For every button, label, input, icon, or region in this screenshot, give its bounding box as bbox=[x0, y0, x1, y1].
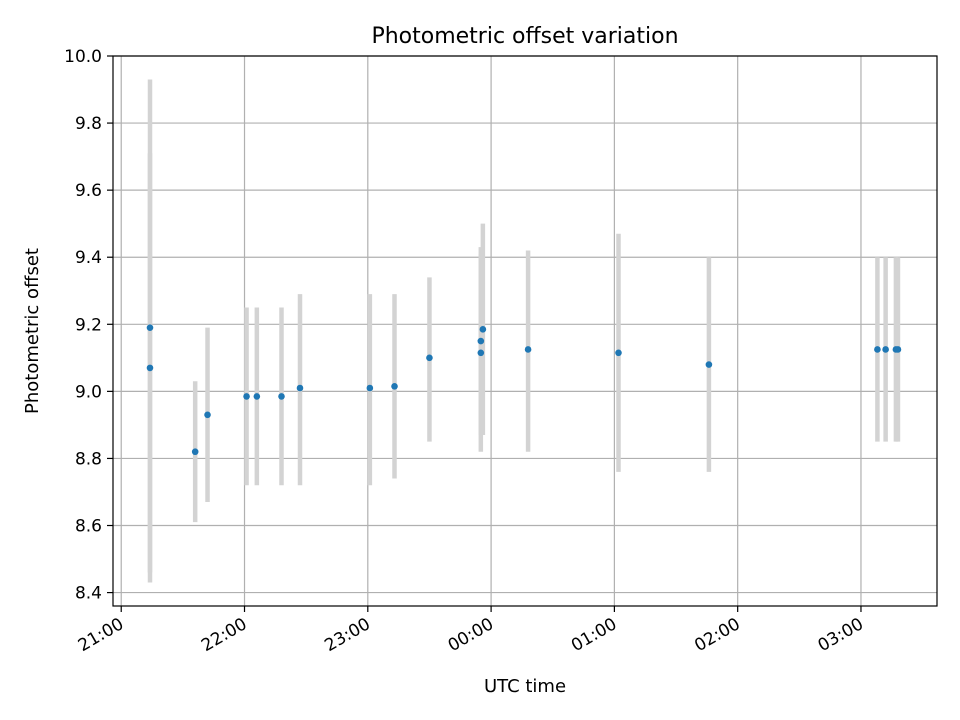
grid bbox=[113, 55, 937, 606]
data-point bbox=[477, 337, 485, 345]
y-tick-label: 8.4 bbox=[75, 584, 102, 604]
plot-area bbox=[113, 56, 937, 606]
data-point bbox=[253, 393, 261, 400]
data-point bbox=[524, 346, 532, 353]
data-point bbox=[477, 349, 485, 357]
data-point bbox=[426, 354, 433, 362]
data-point bbox=[366, 384, 374, 392]
y-tick-label: 10.0 bbox=[64, 47, 102, 67]
x-axis-label: UTC time bbox=[484, 676, 566, 697]
chart-title: Photometric offset variation bbox=[371, 24, 678, 49]
data-points bbox=[146, 324, 902, 456]
data-point bbox=[479, 326, 487, 333]
data-point bbox=[615, 349, 622, 357]
plot-frame bbox=[112, 55, 938, 607]
y-tick-label: 9.2 bbox=[75, 315, 102, 335]
y-axis-ticks: 8.4 8.6 8.8 9.0 9.2 9.4 9.6 9.8 10.0 bbox=[64, 47, 113, 604]
data-point bbox=[894, 346, 902, 353]
data-point bbox=[204, 411, 211, 419]
y-tick-label: 8.8 bbox=[75, 449, 102, 469]
y-tick-label: 9.0 bbox=[75, 382, 102, 402]
data-point bbox=[191, 448, 199, 456]
data-point bbox=[146, 324, 154, 331]
data-point bbox=[296, 384, 304, 392]
y-tick-label: 9.8 bbox=[75, 114, 102, 134]
data-point bbox=[705, 361, 713, 368]
data-point bbox=[874, 346, 881, 353]
y-axis-label: Photometric offset bbox=[22, 248, 43, 414]
data-point bbox=[278, 393, 285, 400]
y-tick-label: 8.6 bbox=[75, 517, 102, 537]
data-point bbox=[391, 383, 398, 390]
y-tick-label: 9.6 bbox=[75, 181, 102, 201]
data-point bbox=[146, 364, 154, 372]
data-point bbox=[882, 346, 889, 353]
y-tick-label: 9.4 bbox=[75, 248, 102, 268]
data-point bbox=[243, 393, 250, 400]
